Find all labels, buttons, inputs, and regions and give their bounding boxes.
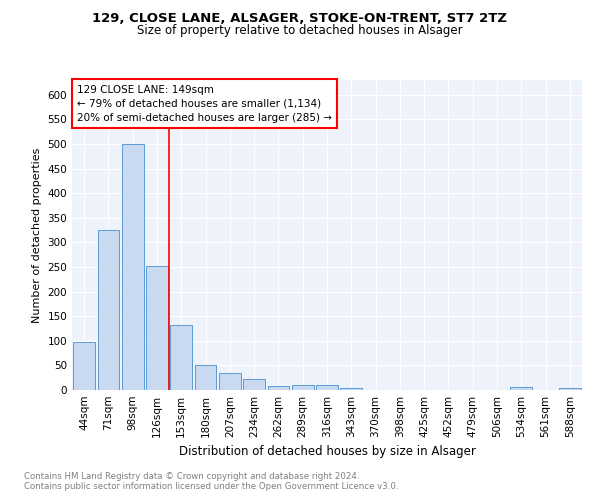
Bar xyxy=(170,324,192,390)
Bar xyxy=(292,385,314,390)
Bar xyxy=(268,386,289,390)
Text: Size of property relative to detached houses in Alsager: Size of property relative to detached ho… xyxy=(137,24,463,37)
Bar xyxy=(97,230,119,390)
Y-axis label: Number of detached properties: Number of detached properties xyxy=(32,148,42,322)
Bar xyxy=(559,388,581,390)
Bar xyxy=(194,365,217,390)
Text: 129 CLOSE LANE: 149sqm
← 79% of detached houses are smaller (1,134)
20% of semi-: 129 CLOSE LANE: 149sqm ← 79% of detached… xyxy=(77,84,332,122)
X-axis label: Distribution of detached houses by size in Alsager: Distribution of detached houses by size … xyxy=(179,446,475,458)
Text: 129, CLOSE LANE, ALSAGER, STOKE-ON-TRENT, ST7 2TZ: 129, CLOSE LANE, ALSAGER, STOKE-ON-TRENT… xyxy=(92,12,508,26)
Text: Contains HM Land Registry data © Crown copyright and database right 2024.: Contains HM Land Registry data © Crown c… xyxy=(24,472,359,481)
Bar xyxy=(122,144,143,390)
Bar xyxy=(73,342,95,390)
Bar xyxy=(219,373,241,390)
Bar xyxy=(316,385,338,390)
Bar xyxy=(243,379,265,390)
Bar xyxy=(146,266,168,390)
Bar xyxy=(340,388,362,390)
Bar xyxy=(511,386,532,390)
Text: Contains public sector information licensed under the Open Government Licence v3: Contains public sector information licen… xyxy=(24,482,398,491)
